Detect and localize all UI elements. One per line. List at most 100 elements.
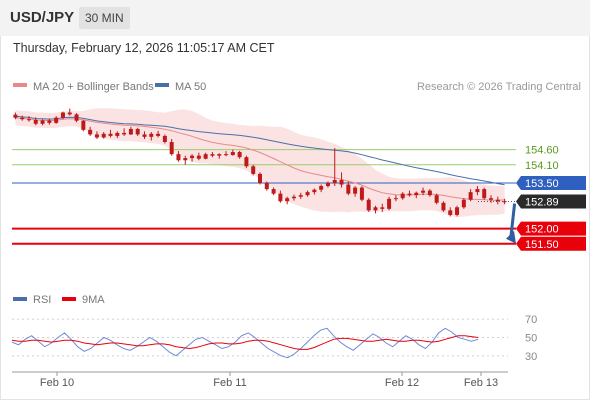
candle: [319, 184, 324, 193]
candle-body: [230, 152, 235, 156]
candle: [54, 116, 59, 124]
candle: [271, 187, 276, 196]
candle-body: [149, 133, 154, 137]
bollinger-band: [15, 108, 505, 218]
rsi-tick-label: 30: [525, 351, 537, 363]
candle-body: [285, 198, 290, 202]
candle: [339, 172, 344, 188]
candle: [298, 192, 303, 199]
candle-body: [20, 117, 25, 120]
candle: [81, 119, 86, 132]
candle-body: [373, 207, 378, 211]
x-axis-tick-label: Feb 12: [385, 377, 419, 389]
candle-body: [271, 189, 276, 194]
candle: [482, 187, 487, 200]
candle-body: [142, 134, 147, 137]
candle: [489, 195, 494, 203]
candle: [128, 126, 133, 136]
candle: [468, 189, 473, 202]
candle-body: [421, 190, 426, 193]
ma20-legend-label: MA 20 + Bollinger Bands: [33, 81, 154, 93]
candle-body: [312, 189, 317, 193]
forecast-arrow-head: [506, 230, 516, 244]
candle-body: [183, 158, 188, 161]
candle-body: [60, 112, 65, 118]
candle-body: [40, 120, 45, 124]
candle: [74, 113, 79, 123]
candle-body: [441, 202, 446, 211]
candle-body: [54, 117, 59, 123]
candle-body: [67, 112, 72, 115]
candle-body: [434, 195, 439, 203]
candle: [495, 196, 500, 205]
candle: [291, 194, 296, 201]
candle: [278, 190, 283, 203]
candle: [33, 117, 38, 126]
candle-body: [122, 132, 127, 135]
candle-body: [237, 152, 242, 158]
candle-body: [108, 133, 113, 136]
candle: [88, 126, 93, 136]
candle: [502, 198, 507, 205]
candle: [475, 186, 480, 196]
candle: [346, 181, 351, 196]
candle: [407, 190, 412, 197]
candle: [434, 193, 439, 205]
candle: [26, 116, 31, 122]
candle: [230, 149, 235, 156]
candle: [325, 181, 330, 188]
support-label: 152.00: [525, 224, 559, 236]
candle: [94, 131, 99, 139]
candle-body: [489, 198, 494, 200]
candle: [359, 186, 364, 202]
pivot-label: 153.50: [525, 178, 559, 190]
candle-body: [115, 132, 120, 136]
candle-body: [217, 154, 222, 156]
pivot-tag: [516, 176, 586, 191]
forecast-arrow: [509, 203, 517, 236]
candle: [332, 148, 337, 187]
candle-body: [88, 129, 93, 135]
candle-body: [291, 196, 296, 199]
candle: [414, 191, 419, 199]
candle: [305, 190, 310, 197]
candle-body: [47, 120, 52, 123]
candle: [427, 189, 432, 197]
candle-body: [482, 189, 487, 199]
candle: [176, 151, 181, 162]
candle-body: [332, 179, 337, 184]
candle: [40, 119, 45, 126]
candle-body: [427, 190, 432, 196]
candle-body: [190, 155, 195, 159]
ma50-legend-swatch: [155, 83, 169, 87]
datetime-label: Thursday, February 12, 2026 11:05:17 AM …: [13, 41, 275, 55]
candle: [366, 198, 371, 212]
candle: [380, 203, 385, 212]
candle: [196, 152, 201, 161]
timeframe-button[interactable]: 30 MIN: [79, 7, 130, 29]
candle: [203, 152, 208, 160]
candle: [237, 150, 242, 159]
candle: [210, 152, 215, 158]
candle: [142, 131, 147, 139]
candle: [455, 205, 460, 217]
candle: [312, 188, 317, 195]
candle-body: [366, 199, 371, 211]
candle-body: [156, 133, 161, 136]
candle-body: [353, 187, 358, 194]
rsi-ma-line: [11, 335, 479, 350]
x-axis-tick-label: Feb 10: [40, 377, 74, 389]
candle: [373, 205, 378, 214]
candle-body: [448, 210, 453, 215]
candle-body: [244, 157, 249, 167]
candle-body: [278, 193, 283, 202]
ma50-legend-label: MA 50: [175, 81, 206, 93]
candle: [353, 186, 358, 197]
candle-body: [224, 154, 229, 156]
rsi-legend-swatch: [13, 297, 27, 301]
candle-body: [495, 199, 500, 202]
candle-body: [264, 183, 269, 190]
candle-body: [74, 114, 79, 121]
support-tag: [516, 236, 586, 251]
candle-body: [128, 128, 133, 135]
